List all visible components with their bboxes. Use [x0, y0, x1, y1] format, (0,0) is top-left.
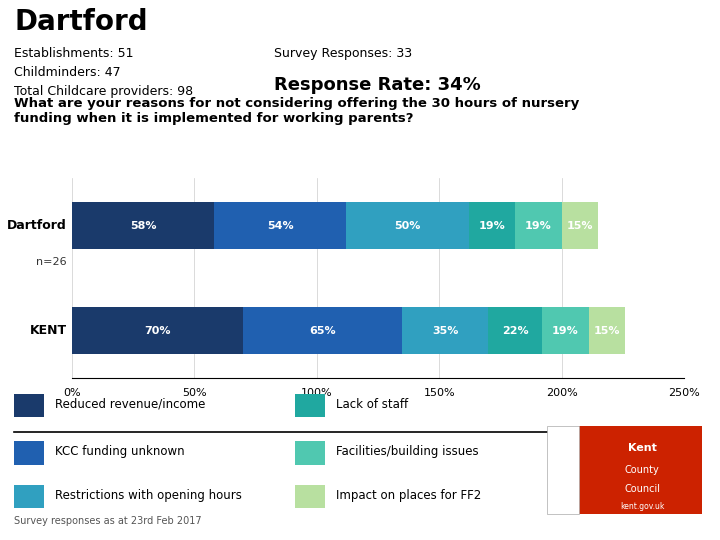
- Text: 35%: 35%: [432, 326, 459, 336]
- Text: KCC funding unknown: KCC funding unknown: [55, 446, 184, 458]
- Text: KENT: KENT: [30, 324, 67, 337]
- FancyBboxPatch shape: [14, 441, 44, 465]
- Text: 15%: 15%: [567, 220, 593, 231]
- Bar: [72, 202, 214, 249]
- Text: Establishments: 51
Childminders: 47
Total Childcare providers: 98: Establishments: 51 Childminders: 47 Tota…: [14, 46, 194, 98]
- Text: Lack of staff: Lack of staff: [336, 398, 408, 411]
- FancyBboxPatch shape: [547, 426, 579, 514]
- FancyBboxPatch shape: [14, 485, 44, 509]
- Bar: [515, 202, 562, 249]
- Text: 19%: 19%: [479, 220, 505, 231]
- Bar: [346, 202, 469, 249]
- Text: Response Rate: 34%: Response Rate: 34%: [274, 76, 480, 94]
- Text: 65%: 65%: [310, 326, 336, 336]
- Text: Survey responses as at 23rd Feb 2017: Survey responses as at 23rd Feb 2017: [14, 516, 202, 526]
- Text: Restrictions with opening hours: Restrictions with opening hours: [55, 489, 242, 502]
- Text: Dartford: Dartford: [14, 8, 148, 36]
- Text: Survey Responses: 33: Survey Responses: 33: [274, 46, 412, 59]
- Text: 22%: 22%: [502, 326, 528, 336]
- Text: 54%: 54%: [267, 220, 293, 231]
- Bar: [469, 202, 515, 249]
- Text: Council: Council: [624, 484, 660, 494]
- FancyBboxPatch shape: [579, 426, 703, 514]
- Text: 19%: 19%: [525, 220, 552, 231]
- Text: 58%: 58%: [130, 220, 156, 231]
- Text: Dartford: Dartford: [7, 219, 67, 232]
- Bar: [402, 307, 488, 354]
- Text: Impact on places for FF2: Impact on places for FF2: [336, 489, 481, 502]
- FancyBboxPatch shape: [14, 394, 44, 417]
- FancyBboxPatch shape: [295, 441, 325, 465]
- FancyBboxPatch shape: [295, 485, 325, 509]
- Text: kent.gov.uk: kent.gov.uk: [620, 502, 665, 511]
- Bar: [562, 202, 598, 249]
- Text: County: County: [625, 465, 660, 475]
- Text: Facilities/building issues: Facilities/building issues: [336, 446, 478, 458]
- Text: 50%: 50%: [394, 220, 420, 231]
- Text: 19%: 19%: [552, 326, 579, 336]
- FancyBboxPatch shape: [295, 394, 325, 417]
- Bar: [588, 307, 625, 354]
- Bar: [542, 307, 588, 354]
- Text: Reduced revenue/income: Reduced revenue/income: [55, 398, 205, 411]
- Bar: [214, 202, 346, 249]
- Text: 15%: 15%: [593, 326, 620, 336]
- Bar: [488, 307, 542, 354]
- Text: What are your reasons for not considering offering the 30 hours of nursery
fundi: What are your reasons for not considerin…: [14, 97, 580, 125]
- Text: n=26: n=26: [37, 258, 67, 267]
- Text: 70%: 70%: [145, 326, 171, 336]
- Bar: [243, 307, 402, 354]
- Bar: [72, 307, 243, 354]
- Text: Kent: Kent: [628, 443, 657, 454]
